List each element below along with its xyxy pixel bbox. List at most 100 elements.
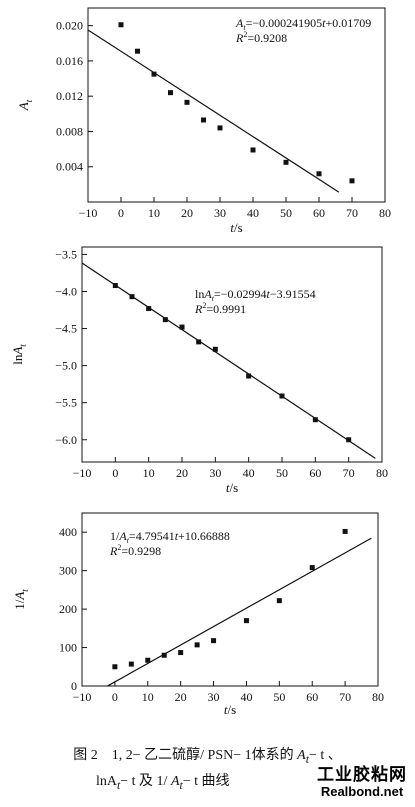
chart1-data-point <box>316 171 322 177</box>
chart1-fit-line <box>87 29 340 193</box>
chart2-data-point <box>312 417 318 423</box>
chart2-eq-intercept: −3.91554 <box>270 287 316 301</box>
chart3-equation: 1/At=4.79541t+10.66888 <box>110 529 230 545</box>
chart3-x-tick-label: 10 <box>142 690 154 704</box>
chart2-plot-frame <box>81 246 383 463</box>
chart2-r2-value: =0.9991 <box>206 302 246 316</box>
chart3-eq-coef: =4.79541 <box>129 529 175 543</box>
chart1-y-sub: t <box>24 99 34 102</box>
chart3-x-tick-label: 40 <box>240 690 252 704</box>
chart2-data-point <box>179 324 185 330</box>
chart2-eq-coef: =−0.02994 <box>214 287 267 301</box>
chart2-y-prefix: ln <box>10 354 25 365</box>
chart3-r2-sup: 2 <box>117 543 121 552</box>
chart3-y-tick-label: 0 <box>71 679 77 693</box>
chart3-data-point <box>243 618 249 624</box>
chart3-data-point <box>309 565 315 571</box>
chart1-data-point <box>201 117 206 123</box>
chart1-x-var: t <box>230 220 234 235</box>
watermark: 工业胶粘网 Realbond.net <box>317 766 407 799</box>
chart1-data-point <box>349 178 355 184</box>
caption-a2: A <box>170 774 180 789</box>
chart1-data-point <box>184 99 190 105</box>
chart3-y-var: A <box>12 592 27 601</box>
caption-end: − t 曲线 <box>182 774 230 789</box>
caption-a-sub: t <box>305 752 309 766</box>
chart3-x-tick-label: 30 <box>208 690 220 704</box>
caption-a: A <box>297 748 306 763</box>
chart3-data-point <box>194 642 200 648</box>
chart1-plot-frame <box>87 7 386 203</box>
chart2-data-point <box>146 306 152 312</box>
watermark-cn: 工业胶粘网 <box>317 765 407 785</box>
chart2-data-point <box>246 373 252 379</box>
chart1-x-unit: /s <box>234 220 243 235</box>
chart3-eq-prefix: 1/ <box>110 529 120 543</box>
chart3-y-tick-label: 200 <box>59 602 77 616</box>
chart1-x-tick-label: 50 <box>280 206 292 220</box>
chart2-x-axis-label: t/s <box>226 480 238 495</box>
chart2-x-unit: /s <box>229 480 238 495</box>
chart2-x-tick-label: 0 <box>112 466 118 480</box>
chart3-y-tick-label: 400 <box>59 525 77 539</box>
caption-a2-sub: t <box>179 778 183 792</box>
chart1-x-tick-label: 10 <box>148 206 160 220</box>
chart3-data-point <box>145 657 151 663</box>
chart3-data-point <box>211 638 217 644</box>
chart1-eq-var: A <box>235 16 244 30</box>
chart1-x-tick-label: 40 <box>247 206 259 220</box>
chart3-eq-intercept: +10.66888 <box>178 529 230 543</box>
chart2-x-tick-label: 30 <box>209 466 221 480</box>
chart3-x-tick-label: 20 <box>175 690 187 704</box>
chart2-r2-label: R <box>194 302 203 316</box>
chart2-data-point <box>279 393 285 399</box>
chart1-y-tick-label: 0.004 <box>56 160 83 174</box>
chart2-x-tick-label: 50 <box>276 466 288 480</box>
chart2-data-point <box>129 294 135 300</box>
chart1-data-point <box>283 159 289 165</box>
chart2-x-tick-label: 20 <box>176 466 188 480</box>
chart2-eq-prefix: ln <box>195 287 204 301</box>
chart2-x-var: t <box>226 480 230 495</box>
chart3-data-point <box>178 650 184 656</box>
chart3-r2-label: R <box>109 544 118 558</box>
chart2: −10 0 10 20 30 40 50 60 70 80 −6.0 −5.5 −5.0 −4.5 −4.0… <box>10 246 388 495</box>
chart3-data-point <box>342 528 348 534</box>
chart2-eq-t: t <box>266 287 270 301</box>
chart1-data-point <box>135 48 140 54</box>
chart2-r2-sup: 2 <box>202 301 206 310</box>
chart3-x-tick-label: 70 <box>339 690 351 704</box>
chart2-r-squared: R2=0.9991 <box>194 301 246 316</box>
charts-svg: −10 0 10 20 30 40 50 60 70 800.0040.0080.0120.016… <box>10 7 391 717</box>
chart1-data-point <box>217 125 223 131</box>
chart3-x-tick-label: 50 <box>273 690 285 704</box>
chart1-y-tick-label: 0.016 <box>56 54 83 68</box>
chart3-y-tick-label: 300 <box>59 564 77 578</box>
chart2-y-tick-label: −4.5 <box>55 322 77 336</box>
chart1-x-tick-label: 70 <box>346 206 358 220</box>
chart1-eq-intercept: +0.01709 <box>325 16 371 30</box>
chart1-eq-coef: =−0.000241905 <box>246 16 323 30</box>
chart2-y-tick-label: −5.5 <box>55 396 77 410</box>
chart3-x-tick-label: 60 <box>306 690 318 704</box>
chart1-x-tick-label: 60 <box>313 206 325 220</box>
chart2-x-tick-label: 80 <box>376 466 388 480</box>
chart3-fit-line <box>107 537 372 687</box>
chart2-data-point <box>112 283 118 289</box>
chart3-x-tick-label: 0 <box>112 690 118 704</box>
chart1-equation: At=−0.000241905t+0.01709 <box>235 16 371 32</box>
caption-prefix: 图 2 1, 2− 乙二硫醇/ PSN− 1体系的 <box>73 748 298 763</box>
chart2-data-point <box>212 346 218 352</box>
chart3-y-tick-label: 100 <box>59 641 77 655</box>
figure-caption-line2: lnAt− t 及 1/ At− t 曲线 <box>96 770 230 792</box>
chart3: −10 0 10 20 30 40 50 60 70 800100200300400t/s1/At… <box>12 512 384 717</box>
chart2-equation: lnAt=−0.02994t−3.91554 <box>195 287 316 303</box>
chart2-y-axis-label: lnAt <box>10 344 28 365</box>
chart3-eq-t: t <box>175 529 179 543</box>
chart1-eq-sub: t <box>243 23 246 32</box>
chart3-x-tick-label: 80 <box>372 690 384 704</box>
chart1-y-var: A <box>16 102 31 111</box>
chart3-data-point <box>161 652 167 658</box>
chart2-x-tick-label: −10 <box>73 466 92 480</box>
chart1-x-tick-label: 0 <box>118 206 124 220</box>
